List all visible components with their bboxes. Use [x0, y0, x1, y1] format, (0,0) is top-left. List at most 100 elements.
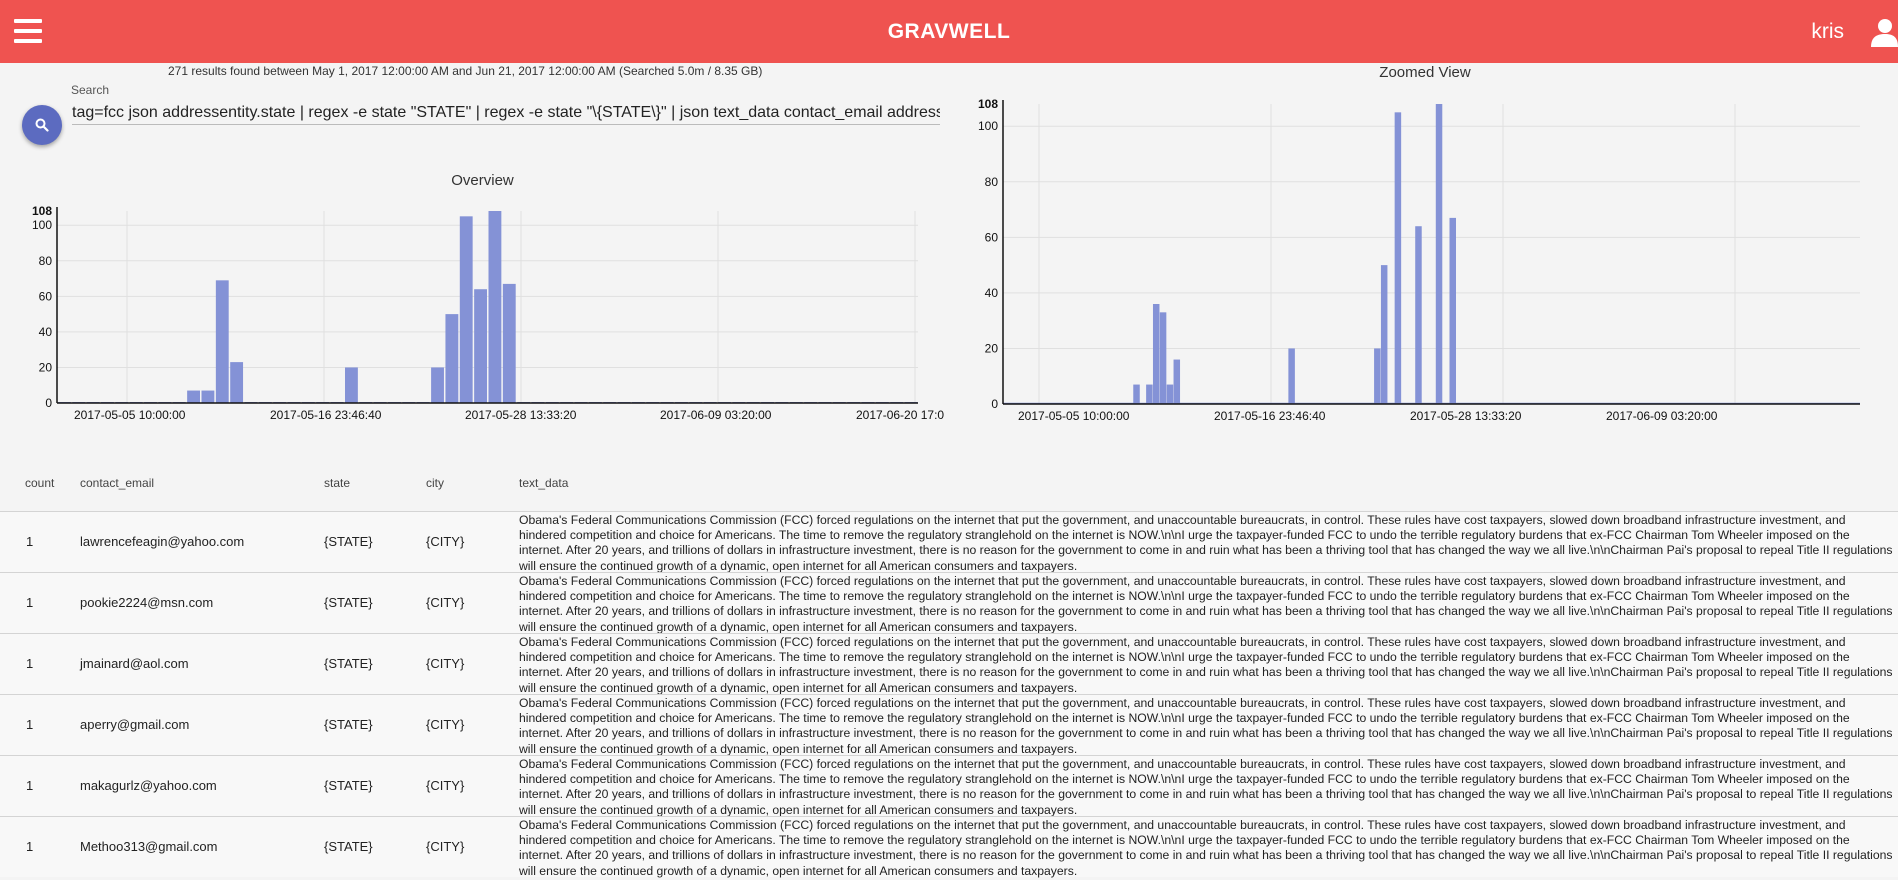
chart-bar — [215, 280, 229, 403]
column-header-state[interactable]: state — [324, 476, 351, 490]
cell-count: 1 — [26, 839, 34, 854]
y-tick-label: 80 — [39, 254, 53, 268]
chart-bar — [1288, 348, 1295, 404]
chart-bar — [431, 367, 444, 403]
cell-city: {CITY} — [426, 595, 465, 610]
chart-bar — [1374, 348, 1381, 404]
cell-count: 1 — [26, 595, 34, 610]
cell-contact-email: makagurlz@yahoo.com — [80, 778, 217, 793]
cell-count: 1 — [26, 778, 34, 793]
results-summary: 271 results found between May 1, 2017 12… — [168, 64, 763, 78]
table-row[interactable]: 1 lawrencefeagin@yahoo.com {STATE} {CITY} Ob… — [0, 511, 1898, 573]
column-header-count[interactable]: count — [25, 476, 55, 490]
y-tick-label: 80 — [985, 175, 999, 189]
y-tick-label: 0 — [991, 397, 998, 411]
y-max-label: 108 — [32, 204, 52, 218]
chart-bar — [1133, 384, 1140, 404]
search-icon — [35, 118, 49, 132]
cell-state: {STATE} — [324, 534, 373, 549]
overview-chart-title: Overview — [451, 172, 514, 189]
app-title: GRAVWELL — [887, 20, 1011, 43]
chart-bar — [445, 314, 459, 403]
y-tick-label: 40 — [39, 325, 53, 339]
x-tick-label: 2017-05-16 23:46:40 — [1214, 409, 1326, 423]
cell-contact-email: Methoo313@gmail.com — [80, 839, 218, 854]
x-tick-label: 2017-05-05 10:00:00 — [74, 408, 186, 422]
y-tick-label: 40 — [985, 286, 999, 300]
user-name[interactable]: kris — [1811, 20, 1844, 43]
cell-count: 1 — [26, 534, 34, 549]
chart-bar — [1449, 217, 1456, 404]
chart-bar — [1380, 265, 1388, 404]
cell-state: {STATE} — [324, 778, 373, 793]
cell-city: {CITY} — [426, 778, 465, 793]
cell-count: 1 — [26, 717, 34, 732]
x-tick-label: 2017-05-05 10:00:00 — [1018, 409, 1130, 423]
cell-contact-email: jmainard@aol.com — [80, 656, 189, 671]
chart-bar — [1152, 304, 1160, 404]
x-tick-label: 2017-05-28 13:33:20 — [465, 408, 577, 422]
cell-contact-email: aperry@gmail.com — [80, 717, 190, 732]
x-tick-label: 2017-06-20 17:0 — [856, 408, 944, 422]
cell-text-data: Obama's Federal Communications Commissio… — [519, 513, 1893, 573]
chart-bar — [1159, 312, 1167, 404]
chart-bar — [1146, 384, 1153, 404]
user-icon[interactable] — [1868, 17, 1898, 47]
table-row[interactable]: 1 Methoo313@gmail.com {STATE} {CITY} Obama's… — [0, 816, 1898, 878]
chart-bar — [201, 390, 215, 403]
y-tick-label: 20 — [39, 360, 53, 374]
cell-state: {STATE} — [324, 656, 373, 671]
y-tick-label: 60 — [985, 230, 999, 244]
cell-text-data: Obama's Federal Communications Commissio… — [519, 635, 1893, 695]
table-header: count contact_email state city text_data — [0, 460, 1898, 512]
cell-city: {CITY} — [426, 717, 465, 732]
chart-bar — [345, 367, 358, 403]
y-max-label: 108 — [978, 97, 998, 111]
chart-bar — [502, 283, 516, 403]
column-header-text-data[interactable]: text_data — [519, 476, 569, 490]
cell-text-data: Obama's Federal Communications Commissio… — [519, 757, 1893, 817]
cell-text-data: Obama's Federal Communications Commissio… — [519, 574, 1893, 634]
chart-bar — [488, 211, 502, 403]
column-header-contact-email[interactable]: contact_email — [80, 476, 155, 490]
chart-bar — [474, 289, 487, 403]
cell-state: {STATE} — [324, 717, 373, 732]
x-tick-label: 2017-05-28 13:33:20 — [1410, 409, 1522, 423]
x-tick-label: 2017-06-09 03:20:00 — [660, 408, 772, 422]
x-tick-label: 2017-06-09 03:20:00 — [1606, 409, 1718, 423]
search-query-input[interactable] — [72, 101, 940, 125]
chart-bar — [459, 216, 473, 403]
cell-contact-email: pookie2224@msn.com — [80, 595, 214, 610]
chart-bar — [1435, 104, 1443, 404]
chart-bar — [1415, 226, 1422, 404]
chart-bar — [1173, 359, 1181, 404]
chart-bar — [187, 390, 200, 403]
y-tick-label: 100 — [978, 119, 998, 133]
cell-count: 1 — [26, 656, 34, 671]
table-row[interactable]: 1 jmainard@aol.com {STATE} {CITY} Obama's Fe… — [0, 633, 1898, 695]
cell-contact-email: lawrencefeagin@yahoo.com — [80, 534, 245, 549]
cell-city: {CITY} — [426, 534, 465, 549]
cell-text-data: Obama's Federal Communications Commissio… — [519, 818, 1893, 878]
top-bar: GRAVWELL kris — [0, 0, 1898, 63]
cell-text-data: Obama's Federal Communications Commissio… — [519, 696, 1893, 756]
y-tick-label: 100 — [32, 218, 52, 232]
zoomed-chart-title: Zoomed View — [1379, 64, 1471, 81]
x-tick-label: 2017-05-16 23:46:40 — [270, 408, 382, 422]
y-tick-label: 0 — [45, 396, 52, 410]
zoomed-chart[interactable]: 0 20 40 60 80 100 108 2017-05-05 10:00:00 2017-0… — [960, 92, 1898, 430]
column-header-city[interactable]: city — [426, 476, 444, 490]
cell-state: {STATE} — [324, 595, 373, 610]
cell-city: {CITY} — [426, 839, 465, 854]
search-button[interactable] — [22, 105, 62, 145]
table-row[interactable]: 1 makagurlz@yahoo.com {STATE} {CITY} Obama's… — [0, 755, 1898, 817]
cell-city: {CITY} — [426, 656, 465, 671]
cell-state: {STATE} — [324, 839, 373, 854]
hamburger-menu-icon[interactable] — [14, 19, 42, 43]
chart-bar — [1394, 112, 1402, 404]
table-row[interactable]: 1 aperry@gmail.com {STATE} {CITY} Obama's Fe… — [0, 694, 1898, 756]
chart-bar — [230, 362, 244, 403]
y-tick-label: 20 — [985, 341, 999, 355]
table-row[interactable]: 1 pookie2224@msn.com {STATE} {CITY} Obama's … — [0, 572, 1898, 634]
